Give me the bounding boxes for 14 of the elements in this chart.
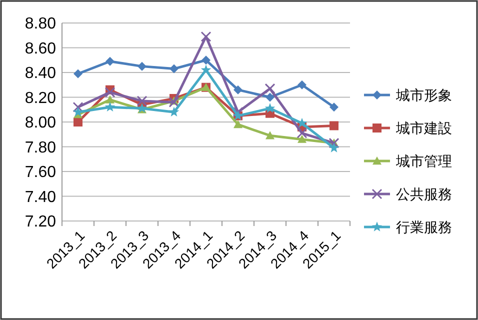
y-tick-label: 7.80 — [24, 139, 56, 156]
y-tick-label: 8.40 — [24, 65, 56, 82]
y-tick-label: 7.20 — [24, 214, 56, 231]
y-tick-label: 8.60 — [24, 40, 56, 58]
legend-label: 公共服務 — [396, 186, 452, 202]
legend-label: 城市形象 — [395, 86, 452, 103]
y-tick-label: 8.00 — [24, 114, 56, 132]
legend-label: 城市管理 — [395, 152, 452, 169]
y-tick-label: 8.80 — [24, 16, 56, 33]
y-tick-label: 8.20 — [24, 90, 56, 107]
legend-label: 城市建設 — [395, 120, 452, 136]
y-tick-label: 7.40 — [24, 188, 56, 206]
legend-label: 行業服務 — [396, 218, 452, 235]
y-tick-label: 7.60 — [24, 164, 56, 182]
